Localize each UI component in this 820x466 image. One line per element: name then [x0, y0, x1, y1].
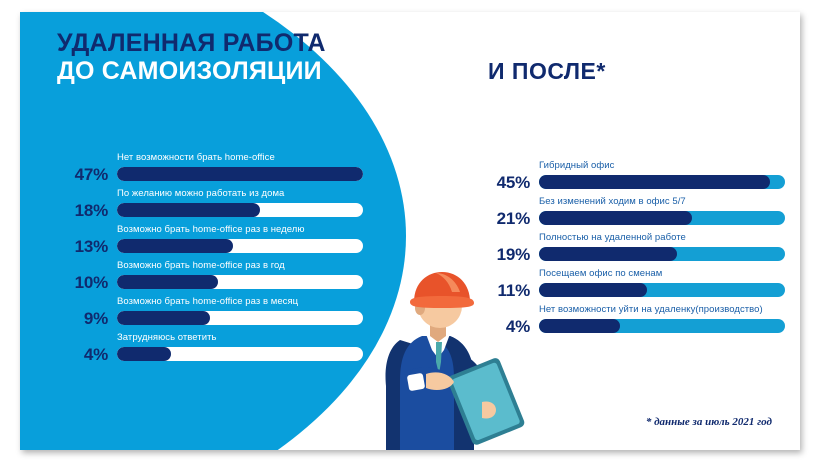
- bar-fill: [117, 311, 211, 325]
- bar-row: По желанию можно работать из дома 18%: [56, 188, 376, 224]
- page-title-left-line1: УДАЛЕННАЯ РАБОТА: [57, 29, 326, 57]
- bar-label: Нет возможности уйти на удаленку(произво…: [539, 304, 763, 315]
- page-title-left-line2: ДО САМОИЗОЛЯЦИИ: [57, 57, 322, 85]
- bar-track: [117, 167, 363, 181]
- bar-fill: [117, 167, 363, 181]
- bar-fill: [117, 347, 172, 361]
- bar-fill: [539, 175, 771, 189]
- bar-track: [539, 175, 785, 189]
- bar-row: Нет возможности брать home-office 47%: [56, 152, 376, 188]
- bar-track: [539, 283, 785, 297]
- businessman-illustration: [370, 262, 530, 450]
- bar-value: 9%: [83, 309, 108, 328]
- bar-value: 19%: [496, 245, 531, 264]
- chart-after-isolation: Гибридный офис 45% Без изменений ходим в о…: [478, 160, 790, 340]
- bar-value: 4%: [83, 345, 108, 364]
- bar-value: 4%: [505, 317, 530, 336]
- bar-fill: [539, 283, 648, 297]
- bar-row: Возможно брать home-office раз в год 10%: [56, 260, 376, 296]
- bar-track: [539, 319, 785, 333]
- bar-row: Нет возможности уйти на удаленку(произво…: [478, 304, 790, 340]
- bar-value: 21%: [496, 209, 531, 228]
- bar-label: Полностью на удаленной работе: [539, 232, 686, 243]
- bar-label: Возможно брать home-office раз в год: [117, 260, 285, 271]
- bar-row: Затрудняюсь ответить 4%: [56, 332, 376, 368]
- bar-track: [117, 239, 363, 253]
- page-title-left: УДАЛЕННАЯ РАБОТА ДО САМОИЗОЛЯЦИИ: [57, 29, 326, 85]
- chart-before-isolation: Нет возможности брать home-office 47% По ж…: [56, 152, 376, 368]
- bar-row: Гибридный офис 45%: [478, 160, 790, 196]
- bar-fill: [539, 319, 621, 333]
- infographic-card: УДАЛЕННАЯ РАБОТА ДО САМОИЗОЛЯЦИИ И ПОСЛЕ…: [20, 12, 800, 450]
- bar-label: По желанию можно работать из дома: [117, 188, 285, 199]
- bar-value: 45%: [496, 173, 531, 192]
- footnote: * данные за июль 2021 год: [645, 416, 772, 428]
- bar-fill: [117, 275, 218, 289]
- bar-label: Посещаем офис по сменам: [539, 268, 663, 279]
- bar-label: Возможно брать home-office раз в неделю: [117, 224, 305, 235]
- bar-label: Нет возможности брать home-office: [117, 152, 275, 163]
- bar-track: [539, 247, 785, 261]
- bar-label: Возможно брать home-office раз в месяц: [117, 296, 299, 307]
- bar-row: Полностью на удаленной работе 19%: [478, 232, 790, 268]
- bar-row: Посещаем офис по сменам 11%: [478, 268, 790, 304]
- bar-fill: [117, 203, 260, 217]
- bar-track: [539, 211, 785, 225]
- bar-fill: [539, 247, 677, 261]
- bar-value: 13%: [74, 237, 109, 256]
- bar-label: Без изменений ходим в офис 5/7: [539, 196, 686, 207]
- bar-row: Возможно брать home-office раз в неделю 1…: [56, 224, 376, 260]
- bar-row: Возможно брать home-office раз в месяц 9%: [56, 296, 376, 332]
- bar-fill: [117, 239, 233, 253]
- bar-row: Без изменений ходим в офис 5/7 21%: [478, 196, 790, 232]
- bar-track: [117, 275, 363, 289]
- bar-value: 11%: [497, 281, 531, 300]
- bar-value: 18%: [74, 201, 109, 220]
- page-title-right: И ПОСЛЕ*: [488, 58, 606, 84]
- bar-track: [117, 203, 363, 217]
- bar-label: Затрудняюсь ответить: [117, 332, 217, 343]
- bar-track: [117, 347, 363, 361]
- bar-value: 47%: [74, 165, 109, 184]
- bar-track: [117, 311, 363, 325]
- bar-value: 10%: [74, 273, 109, 292]
- bar-label: Гибридный офис: [539, 160, 615, 171]
- bar-fill: [539, 211, 692, 225]
